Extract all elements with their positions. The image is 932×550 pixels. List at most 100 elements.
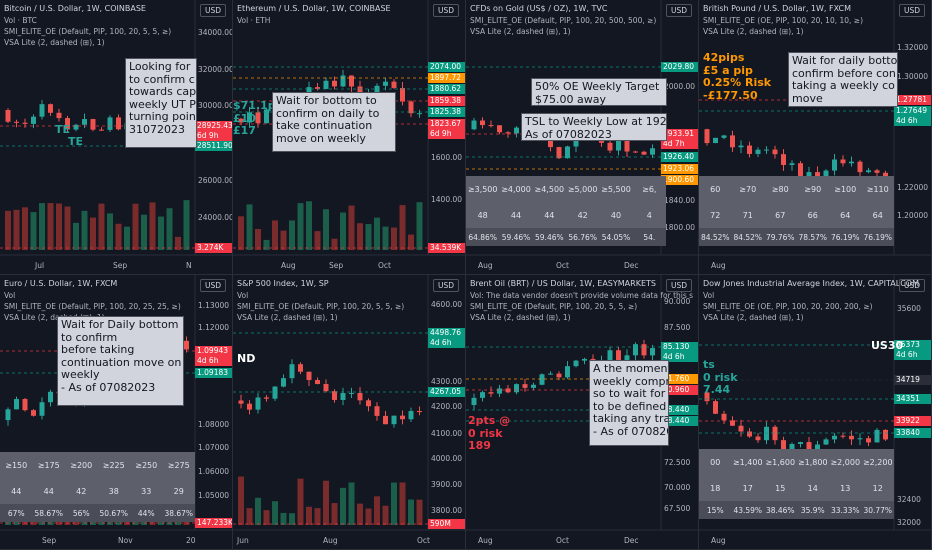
table-cell: 67% xyxy=(0,504,33,522)
table-cell: ≥4,000 xyxy=(501,184,531,194)
candle xyxy=(539,374,545,385)
volume-bar xyxy=(399,205,406,250)
candle xyxy=(366,400,371,407)
candle xyxy=(806,172,812,177)
price-value: 1825.38 xyxy=(430,107,462,116)
candle xyxy=(607,142,613,151)
price-label: 2029.80 xyxy=(661,62,698,72)
table-cell: 60 xyxy=(710,184,721,194)
candle xyxy=(349,75,354,87)
volume-bar xyxy=(408,234,414,250)
chart-note: ND xyxy=(237,352,256,365)
table-cell: ≥2,200 xyxy=(862,457,893,467)
price-value: 1859.38 xyxy=(430,96,462,105)
table-cell: 43.59% xyxy=(731,501,764,519)
candle xyxy=(90,119,96,130)
table-cell: 56.76% xyxy=(565,228,600,246)
price-label: 1.09943 4d 6h xyxy=(195,346,232,366)
candle xyxy=(480,120,485,126)
volume-bar xyxy=(357,223,363,250)
candle xyxy=(755,149,761,154)
candle xyxy=(184,340,189,350)
chart-note: TE xyxy=(68,135,84,148)
table-cell: 64 xyxy=(872,210,883,220)
volume-bar xyxy=(289,513,295,525)
currency: USD xyxy=(432,4,459,17)
candle xyxy=(22,122,28,124)
candle xyxy=(107,117,113,130)
candle xyxy=(772,149,778,155)
table-cell: 50.67% xyxy=(97,504,130,522)
plot xyxy=(0,0,232,256)
candle xyxy=(349,393,354,395)
price-value: 28925.43 xyxy=(197,121,233,130)
candle xyxy=(340,393,346,400)
candle xyxy=(556,147,562,159)
chart-panel: Bitcoin / U.S. Dollar, 1W, COINBASE USD Vo… xyxy=(0,0,233,275)
volume-bar xyxy=(297,478,304,525)
volume-bar xyxy=(416,499,423,525)
y-tick-label: 4200.00 xyxy=(431,402,463,411)
price-value: 1923.06 xyxy=(663,164,695,173)
candle xyxy=(73,124,79,130)
x-tick-label: Nov xyxy=(118,536,133,545)
price-value: 34.539K xyxy=(430,243,462,252)
candle xyxy=(14,399,19,410)
price-value: 2074.00 xyxy=(430,62,462,71)
candle xyxy=(806,442,812,450)
volume-bar xyxy=(323,209,329,250)
x-tick-label: Jul xyxy=(35,261,45,270)
y-tick-label: 32400 xyxy=(897,495,921,504)
table-cell: ≥3,500 xyxy=(467,184,498,194)
y-tick-label: 4100.00 xyxy=(431,429,463,438)
table-cell: 54. xyxy=(632,228,666,246)
candle xyxy=(323,384,329,392)
price-value: 1926.40 xyxy=(663,152,695,161)
y-tick-label: 1.20000 xyxy=(897,211,929,220)
table-cell: 42 xyxy=(577,210,588,220)
candle xyxy=(238,118,244,123)
chart-title: British Pound / U.S. Dollar, 1W, FXCM xyxy=(703,4,851,13)
indicator-line: Vol xyxy=(4,291,16,300)
price-value: 33922 xyxy=(896,416,920,425)
indicator-line: SMI_ELITE_OE (Default, PIP, 100, 20, 5, … xyxy=(4,27,172,36)
table-cell: 40 xyxy=(610,210,622,220)
indicator-line: VSA Lite (2, dashed (⊞), 1) xyxy=(4,38,105,47)
price-value: 34351 xyxy=(896,394,920,403)
volume-bar xyxy=(306,201,312,250)
candle xyxy=(823,170,829,179)
chart-note: US30 xyxy=(871,339,904,352)
volume-bar xyxy=(374,496,380,525)
price-value: 78.440 xyxy=(663,416,690,425)
volume-bar xyxy=(382,505,389,525)
y-tick-label: 3900.00 xyxy=(431,480,463,489)
price-label: 1859.38 xyxy=(428,96,465,106)
price-label: 80.960 xyxy=(661,385,698,395)
table-cell: 12 xyxy=(872,483,883,493)
table-cell: 17 xyxy=(742,483,753,493)
volume-bar xyxy=(365,508,372,525)
candle xyxy=(832,435,837,440)
price-countdown: 4d 6h xyxy=(663,352,685,361)
price-value: 3.274K xyxy=(197,243,224,252)
currency: USD xyxy=(898,279,925,292)
indicator-line: Vol xyxy=(703,291,715,300)
table-cell: 72 xyxy=(710,210,721,220)
table-cell: ≥1,600 xyxy=(765,457,796,467)
table-cell: 4 xyxy=(646,210,652,220)
volume-bar xyxy=(382,226,389,250)
indicator-line: SMI_ELITE_OE (OE, PIP, 100, 20, 200, 200… xyxy=(703,302,873,311)
chart-note: TE xyxy=(55,123,71,136)
volume-bar xyxy=(175,236,181,250)
price-value: 1.27649 xyxy=(896,106,928,115)
table-cell: 76.19% xyxy=(829,228,862,246)
volume-bar xyxy=(399,482,406,525)
candle xyxy=(781,154,786,165)
price-label: 147.233K xyxy=(195,518,232,528)
volume-bar xyxy=(141,214,147,250)
volume-bar xyxy=(183,200,190,250)
table-cell: ≥4,500 xyxy=(534,184,565,194)
price-label: 34351 xyxy=(894,394,931,404)
price-value: 1.09943 xyxy=(197,346,229,355)
price-value: 81.760 xyxy=(663,374,690,383)
